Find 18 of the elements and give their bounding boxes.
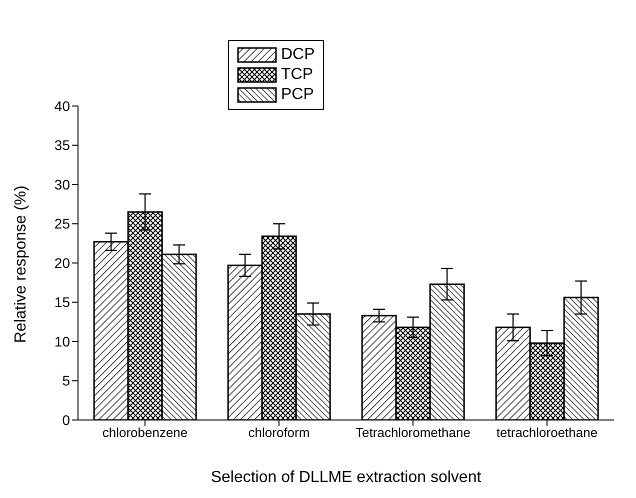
y-tick-label: 5 [62,372,70,389]
y-tick-label: 0 [62,412,70,428]
x-tick-label: tetrachloroethane [496,425,598,440]
y-tick-label: 30 [54,176,70,192]
x-tick-label: Tetrachloromethane [356,425,470,440]
legend-label: TCP [281,65,313,85]
y-tick-label: 20 [54,254,70,271]
y-tick-label: 40 [54,98,70,114]
y-tick-label: 35 [54,137,70,154]
y-tick-label: 10 [54,333,70,350]
legend-label: PCP [281,85,314,105]
x-axis-title: Selection of DLLME extraction solvent [210,469,482,486]
y-tick-label: 15 [54,294,70,310]
x-tick-label: chloroform [248,425,310,440]
legend-label: DCP [281,45,315,65]
y-tick-label: 25 [54,216,70,232]
x-tick-label: chlorobenzene [102,425,188,440]
y-axis-title: Relative response (%) [12,186,30,343]
